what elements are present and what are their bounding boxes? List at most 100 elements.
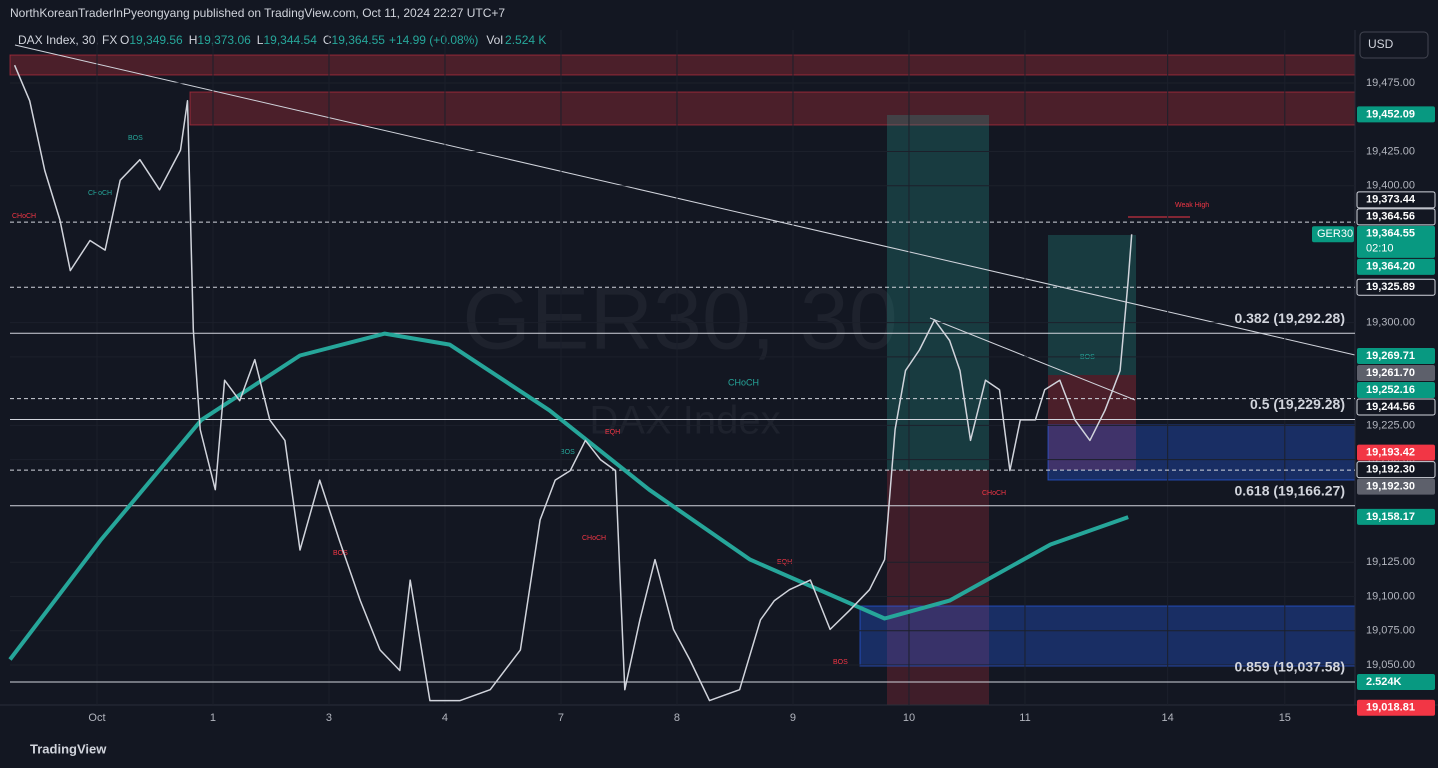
legend: DAX Index, 30, FX O19,349.56 H19,373.06 L1…	[18, 33, 546, 47]
annotation: CHoCH	[582, 535, 606, 542]
price-label-box	[1356, 191, 1436, 209]
ohlc: O19,349.56 H19,373.06 L19,344.54 C19,364.55…	[120, 33, 546, 47]
y-tick-label: 19,050.00	[1366, 659, 1415, 671]
price-label-box	[1357, 258, 1435, 275]
price-label: 19,158.17	[1366, 511, 1415, 523]
x-tick-label: 14	[1162, 712, 1174, 724]
symbol-tag-box	[1312, 226, 1354, 243]
zones	[9, 44, 1356, 705]
x-tick-label: 1	[210, 712, 216, 724]
symbol-tag: GER30	[1317, 228, 1353, 240]
moving-average	[8, 331, 1129, 661]
price-label-box	[1356, 208, 1436, 226]
annotation: BOS	[128, 135, 143, 142]
y-tick-label: 19,425.00	[1366, 145, 1415, 157]
y-tick-label: 19,225.00	[1366, 419, 1415, 431]
symbol: DAX Index, 30, FX	[18, 33, 117, 47]
publisher: NorthKoreanTraderInPyeongyang published …	[10, 6, 505, 20]
price-label: 19,192.30	[1366, 464, 1415, 476]
long-target	[887, 115, 989, 470]
price-label-box	[1356, 278, 1436, 296]
countdown: 02:10	[1366, 243, 1394, 255]
marks	[10, 30, 1355, 705]
price-label: 19,261.70	[1366, 367, 1415, 379]
annotation: CHoCH	[982, 490, 1006, 497]
x-tick-label: 3	[326, 712, 332, 724]
fib-label: 0.382 (19,292.28)	[1234, 310, 1345, 326]
supply-zone	[9, 54, 1356, 76]
y-tick-label: 19,100.00	[1366, 590, 1415, 602]
x-tick-label: 15	[1279, 712, 1291, 724]
y-tick-label: 19,475.00	[1366, 77, 1415, 89]
legend-item: 19,373.06	[197, 33, 251, 47]
price-label: 19,364.55	[1366, 228, 1415, 240]
price-label: 19,193.42	[1366, 447, 1415, 459]
price-label: 19,252.16	[1366, 384, 1415, 396]
price-label-box	[1357, 225, 1435, 258]
price-label-box	[1357, 699, 1435, 716]
y-tick-label: 19,125.00	[1366, 556, 1415, 568]
x-tick-label: 4	[442, 712, 448, 724]
annotation: CHoCH	[728, 377, 759, 387]
x-tick-label: 9	[790, 712, 796, 724]
annotation: BOS	[560, 449, 575, 456]
legend-item: L	[257, 33, 264, 47]
legend-item: H	[189, 33, 198, 47]
annotation: BOS	[833, 659, 848, 666]
annotation: CHoCH	[88, 190, 112, 197]
y-tick-label: 19,075.00	[1366, 625, 1415, 637]
watermark-sub: DAX Index	[589, 399, 780, 443]
x-tick-label: 10	[903, 712, 915, 724]
y-tick-label: 19,400.00	[1366, 180, 1415, 192]
annotation: EQH	[605, 429, 620, 436]
price-label-box	[1357, 508, 1435, 525]
price-label-box	[1357, 347, 1435, 364]
long-stop	[1048, 375, 1136, 470]
trend-line	[929, 317, 1136, 401]
demand-zone	[1047, 424, 1356, 481]
price-label: 19,373.44	[1366, 194, 1416, 206]
legend-item: 19,344.54	[263, 33, 317, 47]
legend-item: O	[120, 33, 129, 47]
annotation: Weak High	[1175, 202, 1209, 209]
price-label-box	[1357, 444, 1435, 461]
watermark: GER30, 30	[462, 268, 897, 367]
price-label: 19,452.09	[1366, 108, 1415, 120]
currency[interactable]: USD	[1368, 37, 1394, 51]
price-label: 19,192.30	[1366, 481, 1415, 493]
price-label: 19,018.81	[1366, 702, 1415, 714]
price-label: 19,269.71	[1366, 350, 1415, 362]
trend-line	[14, 44, 1356, 356]
annotation: CHoCH	[12, 213, 36, 220]
price-label-box	[1357, 381, 1435, 398]
price-label: 19,364.20	[1366, 261, 1415, 273]
price-label: 19,244.56	[1366, 401, 1415, 413]
price-label: 19,325.89	[1366, 281, 1415, 293]
price-label: 19,364.56	[1366, 211, 1415, 223]
legend-item: 19,349.56	[129, 33, 183, 47]
price-label-box	[1356, 461, 1436, 479]
legend-item: C	[323, 33, 332, 47]
legend-item: Vol	[486, 33, 503, 47]
x-tick-label: 8	[674, 712, 680, 724]
y-tick-label: 19,300.00	[1366, 317, 1415, 329]
fib-label: 0.5 (19,229.28)	[1250, 396, 1345, 412]
fib-label: 0.859 (19,037.58)	[1234, 659, 1345, 675]
price-label-box	[1357, 478, 1435, 495]
footer-brand[interactable]: TradingView	[30, 741, 107, 756]
price-label-box	[1357, 674, 1435, 691]
price-label-box	[1357, 106, 1435, 123]
currency-button[interactable]	[1359, 31, 1429, 59]
legend-item: 2.524 K	[505, 33, 546, 47]
legend-item: 19,364.55	[332, 33, 386, 47]
annotation: BOS	[333, 550, 348, 557]
x-tick-label: 11	[1019, 712, 1030, 724]
legend-item: +14.99 (+0.08%)	[389, 33, 478, 47]
price-label-box	[1357, 364, 1435, 381]
x-tick-label: Oct	[88, 712, 105, 724]
price-label-box	[1356, 398, 1436, 416]
demand-zone	[859, 605, 1356, 667]
x-tick-label: 7	[558, 712, 564, 724]
